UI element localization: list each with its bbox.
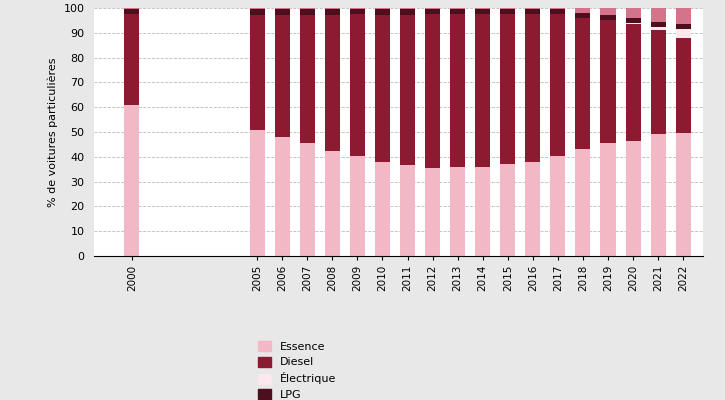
Bar: [350, 8, 365, 9]
Bar: [526, 8, 540, 9]
Bar: [325, 16, 340, 150]
Bar: [124, 14, 139, 105]
Bar: [400, 9, 415, 16]
Bar: [350, 9, 365, 14]
Bar: [400, 166, 415, 256]
Bar: [600, 143, 616, 256]
Bar: [450, 9, 465, 14]
Bar: [249, 130, 265, 256]
Bar: [275, 9, 290, 16]
Y-axis label: % de voitures particulières: % de voitures particulières: [47, 57, 58, 207]
Bar: [676, 8, 691, 24]
Bar: [650, 134, 666, 256]
Bar: [600, 16, 616, 20]
Bar: [526, 14, 540, 162]
Bar: [626, 24, 641, 141]
Bar: [325, 150, 340, 256]
Bar: [350, 14, 365, 156]
Bar: [475, 167, 490, 256]
Bar: [450, 167, 465, 256]
Bar: [550, 8, 566, 9]
Bar: [325, 8, 340, 9]
Bar: [626, 141, 641, 256]
Bar: [124, 105, 139, 256]
Bar: [275, 16, 290, 137]
Bar: [425, 168, 440, 256]
Bar: [500, 14, 515, 164]
Bar: [375, 162, 390, 256]
Bar: [425, 9, 440, 14]
Bar: [550, 9, 566, 14]
Bar: [526, 162, 540, 256]
Bar: [425, 14, 440, 168]
Bar: [299, 16, 315, 143]
Bar: [650, 22, 666, 26]
Bar: [375, 16, 390, 162]
Bar: [325, 9, 340, 16]
Bar: [500, 9, 515, 14]
Bar: [576, 149, 590, 256]
Bar: [526, 9, 540, 14]
Bar: [249, 8, 265, 9]
Bar: [676, 29, 691, 38]
Bar: [626, 23, 641, 24]
Bar: [124, 8, 139, 9]
Bar: [576, 18, 590, 149]
Bar: [375, 9, 390, 16]
Bar: [650, 30, 666, 134]
Bar: [676, 133, 691, 256]
Bar: [450, 14, 465, 167]
Bar: [299, 8, 315, 9]
Bar: [475, 8, 490, 9]
Bar: [450, 8, 465, 9]
Bar: [600, 8, 616, 16]
Bar: [550, 14, 566, 156]
Bar: [475, 14, 490, 167]
Bar: [576, 8, 590, 13]
Bar: [275, 8, 290, 9]
Bar: [299, 9, 315, 16]
Bar: [400, 16, 415, 166]
Bar: [676, 24, 691, 29]
Bar: [249, 9, 265, 16]
Bar: [375, 8, 390, 9]
Bar: [550, 156, 566, 256]
Bar: [425, 8, 440, 9]
Bar: [124, 9, 139, 14]
Bar: [275, 137, 290, 256]
Bar: [600, 20, 616, 143]
Bar: [400, 8, 415, 9]
Bar: [650, 8, 666, 22]
Bar: [650, 26, 666, 30]
Bar: [299, 143, 315, 256]
Bar: [626, 8, 641, 18]
Bar: [626, 18, 641, 23]
Bar: [500, 8, 515, 9]
Legend: Essence, Diesel, Électrique, LPG, Autres (voitures hybrides...)*: Essence, Diesel, Électrique, LPG, Autres…: [258, 341, 442, 400]
Bar: [676, 38, 691, 133]
Bar: [249, 16, 265, 130]
Bar: [475, 9, 490, 14]
Bar: [576, 13, 590, 18]
Bar: [500, 164, 515, 256]
Bar: [350, 156, 365, 256]
